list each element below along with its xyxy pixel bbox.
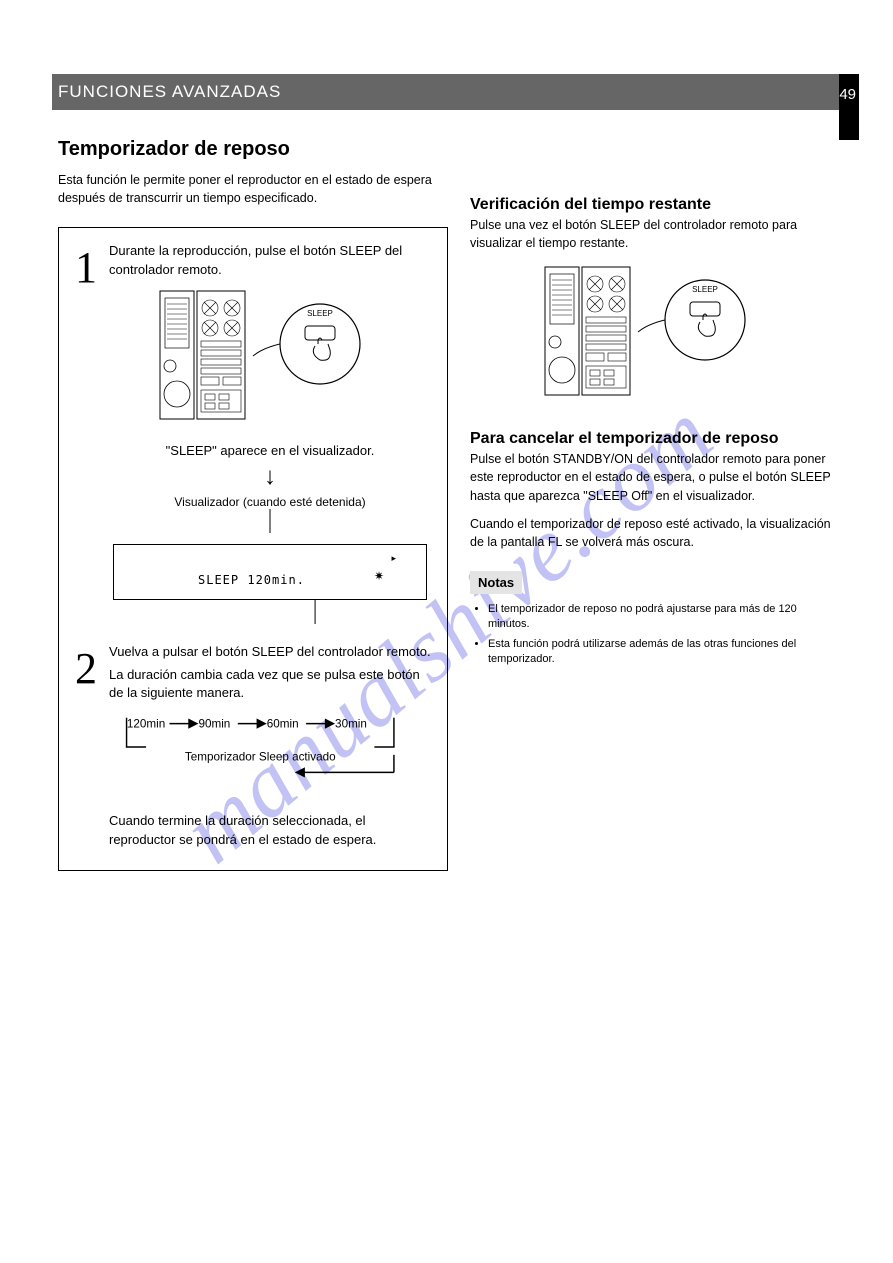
display-leader-bottom xyxy=(109,600,431,624)
step-1-number: 1 xyxy=(75,242,97,293)
blink-indicator-icon: ✷ xyxy=(374,569,384,583)
notes-badge: Notas xyxy=(470,571,522,594)
page-number: 49 xyxy=(839,86,856,103)
page-tab xyxy=(839,74,859,140)
step-1-result: "SLEEP" aparece en el visualizador. xyxy=(109,442,431,461)
step-1-row: 1 Durante la reproducción, pulse el botó… xyxy=(75,242,431,629)
arrow-down-1: ↓ xyxy=(109,463,431,491)
remote-diagram-right: SLEEP xyxy=(540,262,770,412)
notes-list: El temporizador de reposo no podrá ajust… xyxy=(470,602,840,668)
steps-box: 1 Durante la reproducción, pulse el botó… xyxy=(58,227,448,871)
playback-indicator-icon: ▸ xyxy=(391,553,396,564)
note-2: Esta función podrá utilizarse además de … xyxy=(488,637,840,668)
remote-diagram-1: SLEEP xyxy=(155,286,385,436)
cancel-title: Para cancelar el temporizador de reposo xyxy=(470,430,840,448)
sequence-diagram: 120min 90min 60min 30min xyxy=(109,703,431,793)
display-text: SLEEP 120min. xyxy=(198,573,305,587)
check-body: Pulse una vez el botón SLEEP del control… xyxy=(470,216,840,252)
notes-row: Notas xyxy=(470,571,840,594)
check-title: Verificación del tiempo restante xyxy=(470,196,840,214)
left-intro: Esta función le permite poner el reprodu… xyxy=(58,171,448,207)
cancel-body-2: Cuando el temporizador de reposo esté ac… xyxy=(470,515,840,551)
step-footer: Cuando termine la duración seleccionada,… xyxy=(109,812,431,850)
display-caption: Visualizador (cuando esté detenida) xyxy=(109,495,431,509)
svg-text:60min: 60min xyxy=(267,718,299,731)
step-2-number: 2 xyxy=(75,643,97,694)
svg-text:90min: 90min xyxy=(198,718,230,731)
section-title: FUNCIONES AVANZADAS xyxy=(58,82,281,102)
cancel-body-1: Pulse el botón STANDBY/ON del controlado… xyxy=(470,450,840,504)
sleep-label-2: SLEEP xyxy=(692,285,718,294)
note-1: El temporizador de reposo no podrá ajust… xyxy=(488,602,840,633)
right-column: Verificación del tiempo restante Pulse u… xyxy=(470,138,840,667)
svg-text:120min: 120min xyxy=(127,718,165,731)
step-2-row: 2 Vuelva a pulsar el botón SLEEP del con… xyxy=(75,643,431,850)
left-heading: Temporizador de reposo xyxy=(58,138,448,161)
left-column: Temporizador de reposo Esta función le p… xyxy=(58,138,448,871)
display-panel: ▸ SLEEP 120min. ✷ xyxy=(113,544,427,600)
svg-text:30min: 30min xyxy=(335,718,367,731)
sleep-label-1: SLEEP xyxy=(307,309,333,318)
step-1-text: Durante la reproducción, pulse el botón … xyxy=(109,242,431,280)
step-2-text: Vuelva a pulsar el botón SLEEP del contr… xyxy=(109,643,431,662)
svg-text:Temporizador Sleep activado: Temporizador Sleep activado xyxy=(185,751,336,764)
display-leader xyxy=(109,509,431,533)
step-2-detail: La duración cambia cada vez que se pulsa… xyxy=(109,666,431,704)
